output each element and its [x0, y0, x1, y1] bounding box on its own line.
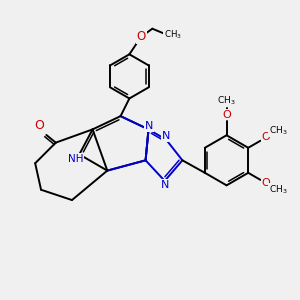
Text: CH$_3$: CH$_3$ [217, 94, 236, 107]
Text: O: O [222, 110, 231, 120]
Text: NH: NH [68, 154, 83, 164]
Text: O: O [262, 178, 271, 188]
Text: CH$_3$: CH$_3$ [269, 124, 288, 137]
Text: CH$_3$: CH$_3$ [269, 184, 288, 197]
Text: O: O [34, 119, 44, 132]
Text: O: O [262, 133, 271, 142]
Text: CH$_3$: CH$_3$ [164, 28, 182, 41]
Text: N: N [160, 180, 169, 190]
Text: O: O [136, 30, 146, 44]
Text: N: N [145, 121, 153, 131]
Text: N: N [162, 131, 170, 141]
